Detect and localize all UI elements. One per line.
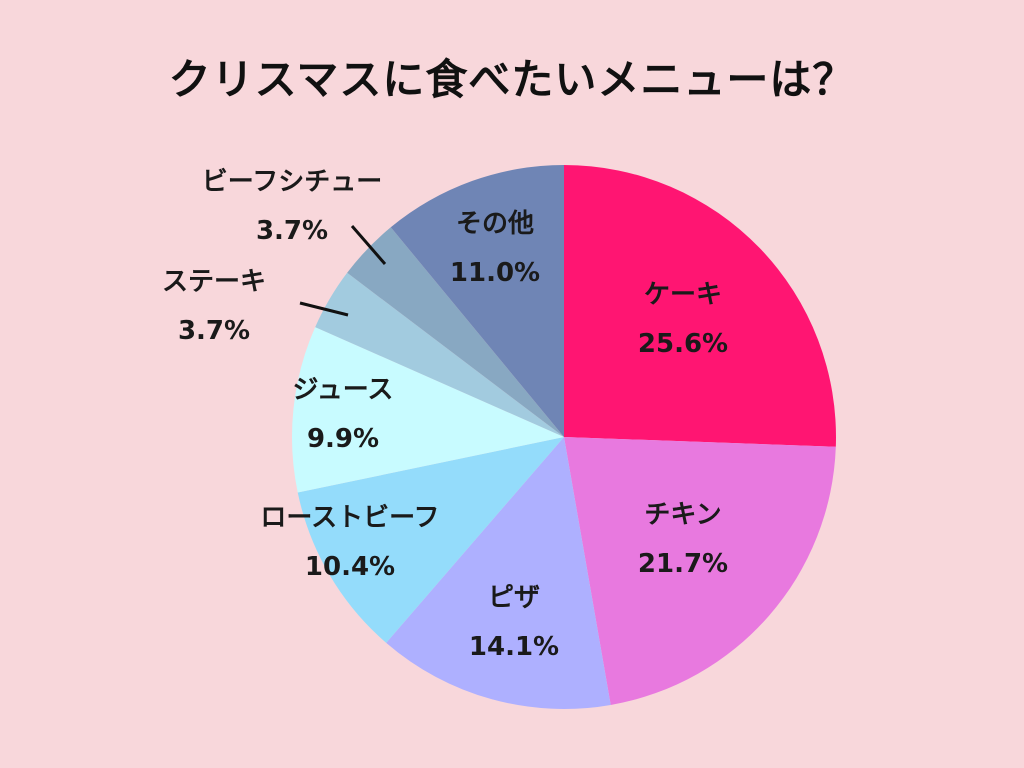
pie-slice <box>390 165 564 437</box>
slice-percent-label: 10.4% <box>305 552 395 582</box>
leader-line <box>350 225 387 265</box>
slice-name-label: ピザ <box>488 583 540 613</box>
pie-slice <box>564 165 836 447</box>
slice-percent-label: 14.1% <box>469 632 559 662</box>
pie-slice <box>297 437 564 643</box>
slice-name-label: ビーフシチュー <box>202 167 382 197</box>
pie-slice <box>315 272 564 437</box>
slice-name-label: ステーキ <box>162 267 266 297</box>
slice-percent-label: 3.7% <box>256 216 328 246</box>
pie-slice <box>292 327 564 493</box>
slice-percent-label: 21.7% <box>638 549 728 579</box>
slice-name-label: ケーキ <box>644 280 722 310</box>
slice-name-label: チキン <box>644 500 721 530</box>
slice-percent-label: 25.6% <box>638 329 728 359</box>
pie-slice <box>564 437 836 705</box>
leader-line <box>299 301 349 317</box>
slice-name-label: ローストビーフ <box>260 503 439 533</box>
pie-slice <box>347 227 564 437</box>
slice-percent-label: 11.0% <box>450 258 540 288</box>
chart-title: クリスマスに食べたいメニューは？ <box>168 55 856 104</box>
slice-percent-label: 9.9% <box>307 424 379 454</box>
slice-percent-label: 3.7% <box>178 316 250 346</box>
pie-slice <box>386 437 611 710</box>
slice-name-label: その他 <box>456 209 534 239</box>
slice-name-label: ジュース <box>293 375 394 405</box>
